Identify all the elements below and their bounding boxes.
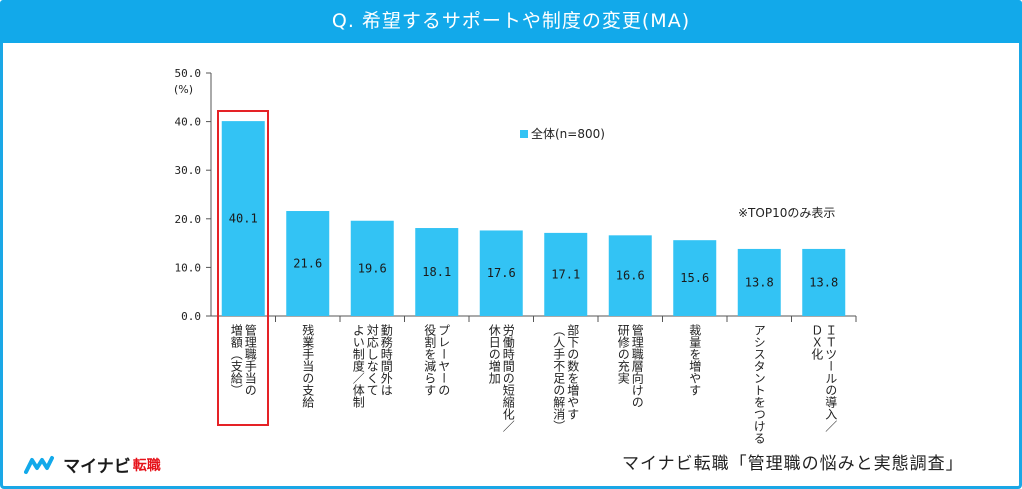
bar xyxy=(479,230,523,316)
y-tick-label: 20.0 xyxy=(175,213,202,226)
bar xyxy=(350,220,394,316)
x-category-label: プレーヤーの 役割を減らす xyxy=(422,324,451,396)
bar-value-label: 19.6 xyxy=(358,261,387,275)
bar xyxy=(286,211,330,316)
x-category-label: 残業手当の支給 xyxy=(300,324,315,408)
legend-swatch xyxy=(520,130,528,138)
y-tick-label: 30.0 xyxy=(175,164,202,177)
y-tick-label: 40.0 xyxy=(175,116,202,129)
x-category-label: 部下の数を増やす （人手不足の解消） xyxy=(551,324,580,432)
bar-value-label: 15.6 xyxy=(680,271,709,285)
x-category-label: 労働時間の短縮化／ 休日の増加 xyxy=(487,324,516,432)
bar-value-label: 13.8 xyxy=(809,275,838,289)
bar xyxy=(737,248,781,316)
logo-brand-text: マイナビ xyxy=(63,457,131,477)
bar-value-label: 18.1 xyxy=(422,265,451,279)
title-banner: Q. 希望するサポートや制度の変更(MA) xyxy=(0,0,1022,43)
x-category-label: 管理職手当の 増額（支給） xyxy=(229,324,258,396)
bar xyxy=(415,228,459,316)
bar-value-label: 17.6 xyxy=(487,266,516,280)
bar-value-label: 13.8 xyxy=(745,275,774,289)
y-unit-label: (%) xyxy=(174,83,193,96)
x-category-label: 裁量を増やす xyxy=(687,324,702,396)
highlight-box xyxy=(217,110,270,426)
logo-brand-sub: 転職 xyxy=(132,457,161,474)
bar xyxy=(221,121,265,316)
legend-label: 全体(n=800) xyxy=(531,127,605,141)
chart-title: Q. 希望するサポートや制度の変更(MA) xyxy=(331,10,691,32)
y-tick-label: 0.0 xyxy=(181,310,201,323)
bar-value-label: 16.6 xyxy=(616,269,645,283)
bar xyxy=(673,240,717,316)
bar-value-label: 17.1 xyxy=(551,267,580,281)
mynavi-logo: マイナビ 転職 xyxy=(24,452,161,478)
x-category-label: 管理職層向けの 研修の充実 xyxy=(616,324,645,408)
bar xyxy=(608,235,652,316)
legend: 全体(n=800) xyxy=(520,125,605,142)
y-tick-label: 10.0 xyxy=(175,261,202,274)
mynavi-logo-mark-icon xyxy=(24,455,54,474)
x-category-label: アシスタントをつける xyxy=(752,324,767,444)
y-tick-label: 50.0 xyxy=(175,67,202,80)
bar xyxy=(802,248,846,316)
footnote-top10: ※TOP10のみ表示 xyxy=(738,206,836,220)
bar-value-label: 40.1 xyxy=(229,212,258,226)
x-category-label: ＩＴツールの導入／ ＤＸ化 xyxy=(809,324,838,432)
bar xyxy=(544,232,588,316)
x-category-label: 勤務時間外は 対応しなくて よい制度／体制 xyxy=(351,324,394,408)
source-caption: マイナビ転職「管理職の悩みと実態調査」 xyxy=(622,454,964,474)
bar-value-label: 21.6 xyxy=(293,257,322,271)
